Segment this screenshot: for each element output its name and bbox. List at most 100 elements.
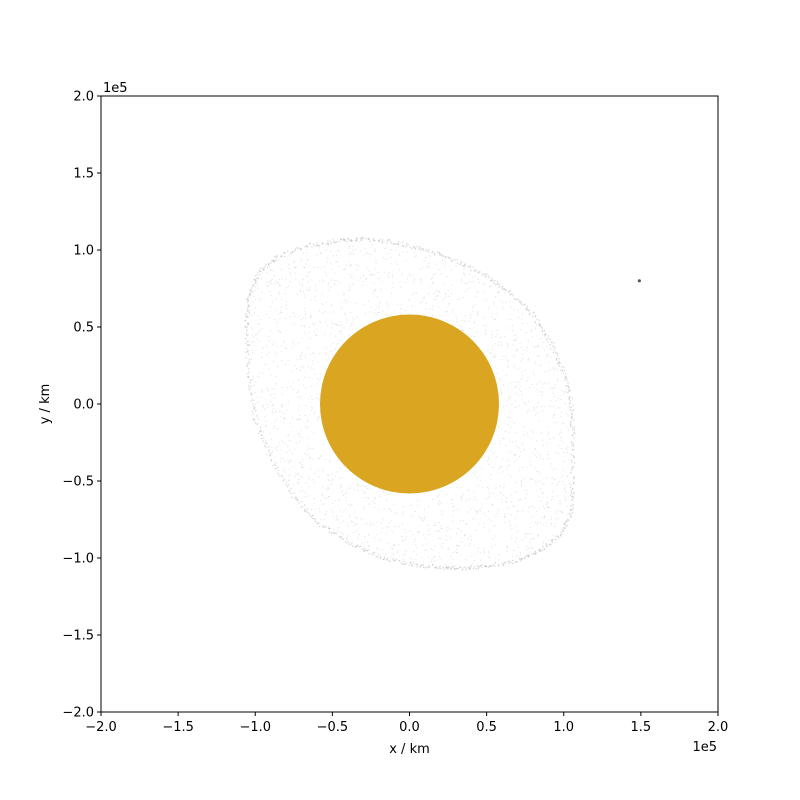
particle-point [520, 557, 523, 560]
particle-point [327, 325, 329, 327]
particle-point [251, 335, 253, 337]
particle-point [270, 394, 272, 396]
particle-point [303, 297, 305, 299]
particle-point [313, 498, 315, 500]
particle-point [247, 334, 249, 336]
particle-point [553, 369, 555, 371]
particle-point [420, 278, 422, 280]
particle-point [375, 305, 377, 307]
x-tick-label: 2.0 [708, 720, 729, 735]
particle-point [416, 566, 418, 568]
particle-point [520, 302, 522, 305]
particle-point [314, 296, 316, 298]
particle-point [462, 330, 464, 332]
particle-point [478, 271, 480, 273]
particle-point [516, 509, 518, 512]
particle-point [485, 325, 487, 327]
particle-point [390, 556, 392, 558]
particle-point [545, 477, 548, 479]
particle-point [282, 479, 285, 482]
particle-point [254, 411, 257, 413]
particle-point [562, 480, 564, 482]
particle-point [452, 552, 454, 554]
particle-point [271, 446, 273, 448]
particle-point [290, 385, 292, 387]
particle-point [483, 527, 485, 529]
particle-point [469, 498, 471, 500]
particle-point [477, 313, 479, 315]
particle-point [343, 511, 345, 513]
particle-point [554, 526, 556, 528]
particle-point [306, 510, 308, 512]
particle-point [436, 530, 438, 532]
particle-point [497, 509, 499, 511]
particle-point [283, 413, 285, 415]
particle-point [501, 394, 503, 396]
particle-point [438, 306, 440, 308]
particle-point [551, 482, 553, 485]
particle-point [304, 354, 306, 356]
particle-point [255, 409, 257, 411]
particle-point [424, 537, 426, 539]
particle-point [374, 536, 376, 539]
particle-point [281, 306, 283, 308]
particle-point [441, 513, 443, 516]
particle-point [316, 393, 319, 395]
particle-point [275, 410, 277, 412]
particle-point [507, 346, 509, 348]
particle-point [415, 292, 417, 294]
particle-point [260, 267, 262, 269]
particle-point [520, 481, 523, 483]
particle-point [393, 503, 395, 505]
particle-point [570, 492, 572, 494]
particle-point [555, 399, 557, 401]
particle-point [344, 470, 346, 472]
particle-point [395, 261, 398, 263]
particle-point [376, 556, 379, 558]
particle-point [365, 278, 367, 280]
particle-point [491, 545, 493, 548]
particle-point [354, 511, 356, 513]
particle-point [538, 496, 540, 498]
particle-point [506, 466, 508, 468]
particle-point [554, 347, 556, 349]
particle-point [572, 409, 575, 411]
particle-point [515, 350, 517, 352]
particle-point [295, 278, 297, 280]
particle-point [444, 564, 446, 566]
particle-point [295, 472, 297, 474]
particle-point [527, 409, 530, 411]
particle-point [294, 272, 296, 274]
particle-point [400, 562, 402, 564]
particle-point [245, 332, 247, 334]
particle-point [419, 566, 422, 568]
particle-point [569, 513, 572, 515]
particle-point [366, 550, 368, 552]
particle-point [573, 462, 576, 464]
particle-point [460, 520, 462, 522]
particle-point [310, 314, 312, 316]
particle-point [388, 526, 390, 528]
particle-point [522, 539, 524, 541]
particle-point [299, 369, 301, 371]
particle-point [514, 400, 516, 402]
particle-point [259, 371, 261, 373]
particle-point [501, 392, 503, 394]
particle-point [362, 304, 364, 306]
x-tick-label: −1.0 [239, 720, 271, 735]
particle-point [506, 359, 508, 361]
particle-point [250, 359, 253, 361]
particle-point [532, 431, 534, 434]
particle-point [565, 375, 567, 378]
particle-point [524, 556, 527, 558]
particle-point [314, 520, 316, 523]
particle-point [489, 565, 491, 567]
particle-point [433, 274, 435, 276]
particle-point [473, 544, 475, 546]
particle-point [249, 344, 251, 346]
particle-point [434, 524, 436, 527]
y-tick-label: −2.0 [62, 706, 94, 721]
particle-point [374, 250, 376, 252]
particle-point [397, 303, 399, 305]
particle-point [340, 486, 342, 489]
